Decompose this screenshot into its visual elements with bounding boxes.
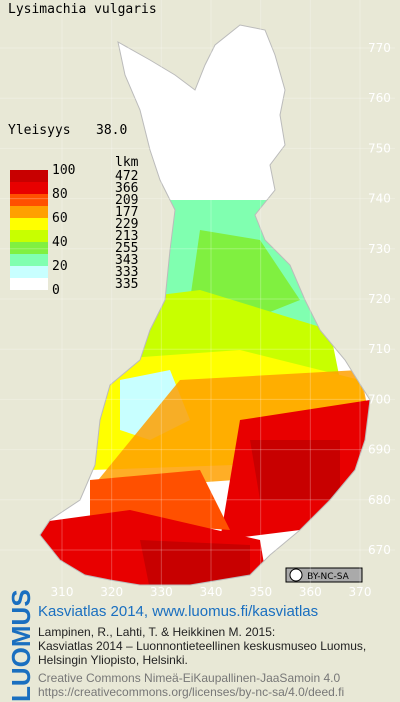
north-label: 760 bbox=[368, 91, 391, 105]
legend-scale-label: 100 bbox=[52, 163, 75, 178]
east-label: 350 bbox=[249, 585, 272, 599]
legend-scale-label: 60 bbox=[52, 211, 68, 226]
cc-badge: BY-NC-SA bbox=[285, 567, 363, 583]
legend-count: 255 bbox=[115, 241, 138, 256]
footer-heading: Kasviatlas 2014, www.luomus.fi/kasviatla… bbox=[38, 603, 318, 620]
north-label: 680 bbox=[368, 493, 391, 507]
legend-swatch bbox=[10, 266, 48, 278]
citation-line: Helsingin Yliopisto, Helsinki. bbox=[38, 653, 188, 667]
legend-swatch bbox=[10, 182, 48, 194]
frequency-label: Yleisyys bbox=[8, 123, 71, 138]
legend-swatch bbox=[10, 242, 48, 254]
legend-scale-label: 20 bbox=[52, 259, 68, 274]
license-line: https://creativecommons.org/licenses/by-… bbox=[38, 685, 344, 699]
legend-count: 366 bbox=[115, 181, 138, 196]
legend-scale-label: 80 bbox=[52, 187, 68, 202]
north-label: 710 bbox=[368, 342, 391, 356]
legend-swatch bbox=[10, 170, 48, 182]
legend-swatch bbox=[10, 194, 48, 206]
north-label: 690 bbox=[368, 443, 391, 457]
north-label: 770 bbox=[368, 41, 391, 55]
north-label: 670 bbox=[368, 543, 391, 557]
north-label: 700 bbox=[368, 392, 391, 406]
legend-swatch bbox=[10, 206, 48, 218]
frequency-value: 38.0 bbox=[96, 123, 127, 138]
north-label: 720 bbox=[368, 292, 391, 306]
finland-map bbox=[40, 25, 370, 585]
east-label: 310 bbox=[51, 585, 74, 599]
legend-count: 343 bbox=[115, 253, 138, 268]
legend-scale-label: 0 bbox=[52, 283, 60, 298]
citation-line: Kasviatlas 2014 – Luonnontieteellinen ke… bbox=[38, 639, 366, 653]
legend-count: 177 bbox=[115, 205, 138, 220]
legend-count: 333 bbox=[115, 265, 138, 280]
legend-count: 335 bbox=[115, 277, 138, 292]
license-badge: BY-NC-SA bbox=[307, 572, 350, 582]
citation-line: Lampinen, R., Lahti, T. & Heikkinen M. 2… bbox=[38, 625, 275, 639]
legend-swatch bbox=[10, 218, 48, 230]
legend-count: 213 bbox=[115, 229, 138, 244]
border bbox=[39, 24, 371, 586]
legend-count: 209 bbox=[115, 193, 138, 208]
north-label: 740 bbox=[368, 192, 391, 206]
legend-header: lkm bbox=[115, 155, 139, 170]
legend-swatch bbox=[10, 230, 48, 242]
north-label: 730 bbox=[368, 242, 391, 256]
legend-swatch bbox=[10, 254, 48, 266]
east-label: 340 bbox=[200, 585, 223, 599]
legend-count: 472 bbox=[115, 169, 138, 184]
legend-swatch bbox=[10, 278, 48, 290]
title: Lysimachia vulgaris bbox=[8, 2, 157, 17]
east-label: 320 bbox=[100, 585, 123, 599]
east-label: 370 bbox=[349, 585, 372, 599]
legend-scale-label: 40 bbox=[52, 235, 68, 250]
east-label: 330 bbox=[150, 585, 173, 599]
legend-count: 229 bbox=[115, 217, 138, 232]
east-label: 360 bbox=[299, 585, 322, 599]
north-label: 750 bbox=[368, 141, 391, 155]
license-line: Creative Commons Nimeä-EiKaupallinen-Jaa… bbox=[38, 671, 340, 685]
logo: LUOMUS bbox=[6, 589, 36, 702]
